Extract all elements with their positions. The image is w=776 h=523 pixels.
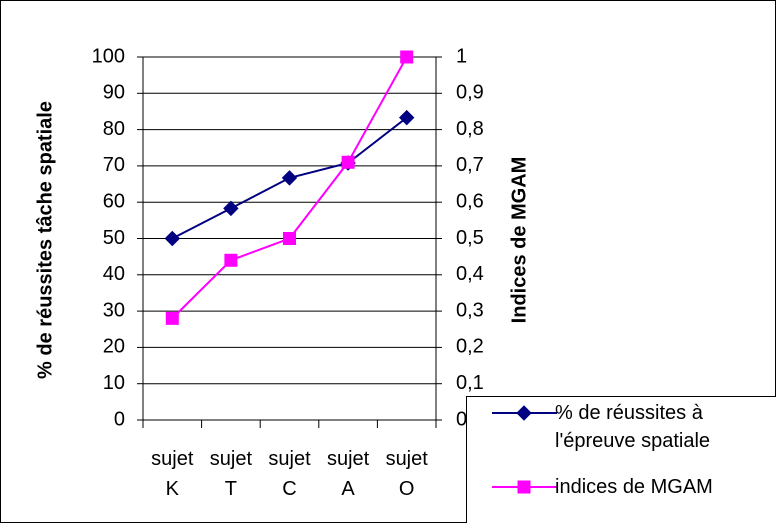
y2-tick-label: 0,4 bbox=[456, 263, 484, 285]
marker bbox=[398, 109, 415, 126]
y-tick-label: 70 bbox=[103, 154, 125, 176]
marker bbox=[283, 232, 296, 245]
y2-tick-label: 0,8 bbox=[456, 118, 484, 140]
y-tick-label: 100 bbox=[92, 45, 125, 67]
y-tick-label: 10 bbox=[103, 372, 125, 394]
y2-tick-label: 0,1 bbox=[456, 372, 484, 394]
y2-axis-title: Indices de MGAM bbox=[508, 157, 530, 324]
y2-tick-label: 0,5 bbox=[456, 227, 484, 249]
marker bbox=[165, 311, 179, 325]
y2-tick-label: 0,3 bbox=[456, 299, 484, 321]
x-tick-label: sujet T bbox=[209, 448, 253, 500]
y-tick-label: 90 bbox=[103, 82, 125, 104]
x-tick-label: sujet O bbox=[385, 448, 428, 500]
marker bbox=[281, 170, 298, 186]
y-tick-label: 40 bbox=[103, 263, 125, 285]
legend-label: % de réussites à l'épreuve spatiale bbox=[555, 402, 711, 452]
x-tick-label: sujet A bbox=[326, 448, 370, 500]
legend-label: indices de MGAM bbox=[555, 476, 713, 498]
y-tick-label: 0 bbox=[114, 408, 125, 430]
y-tick-label: 20 bbox=[103, 336, 125, 358]
y2-tick-label: 0,6 bbox=[456, 190, 484, 212]
marker bbox=[164, 230, 181, 247]
y-tick-label: 80 bbox=[103, 118, 125, 140]
x-tick-label: sujet K bbox=[151, 448, 194, 500]
marker bbox=[223, 200, 239, 217]
marker bbox=[517, 480, 531, 494]
y2-tick-label: 0,9 bbox=[456, 82, 484, 104]
marker bbox=[516, 405, 532, 421]
y-tick-label: 60 bbox=[103, 190, 125, 212]
legend-swatch bbox=[492, 480, 557, 494]
y2-tick-label: 0,2 bbox=[456, 336, 484, 358]
marker bbox=[224, 253, 238, 267]
y-tick-label: 30 bbox=[103, 299, 125, 321]
y2-tick-label: 1 bbox=[456, 45, 467, 67]
x-tick-label: sujet C bbox=[268, 448, 311, 500]
marker bbox=[341, 155, 355, 169]
marker bbox=[400, 50, 414, 64]
legend-swatch bbox=[492, 405, 557, 421]
y-tick-label: 50 bbox=[103, 227, 125, 249]
y-axis-title: % de réussites tâche spatiale bbox=[34, 101, 56, 379]
series-line bbox=[171, 56, 408, 320]
y2-tick-label: 0,7 bbox=[456, 154, 484, 176]
legend: % de réussites à l'épreuve spatiale indic… bbox=[466, 396, 776, 523]
y2-tick-label: 0 bbox=[456, 408, 467, 430]
